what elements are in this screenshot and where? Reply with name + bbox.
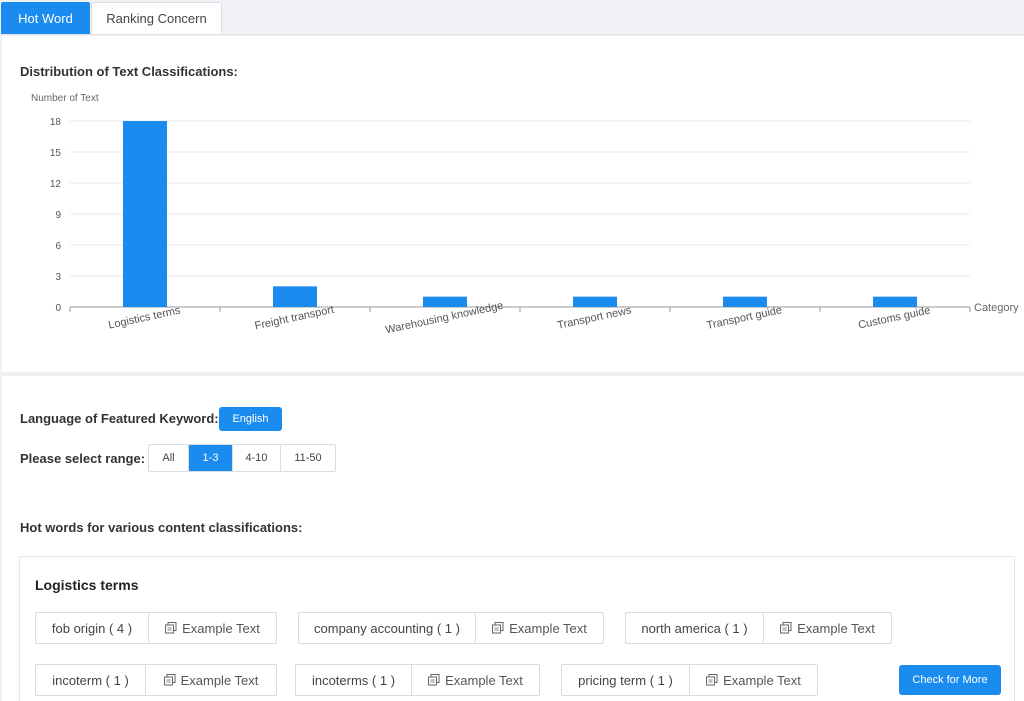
hotword-chip: company accounting ( 1 ) Example Text bbox=[298, 612, 604, 644]
x-tick-label: Transport guide bbox=[706, 304, 783, 332]
hotword-chip: incoterm ( 1 ) Example Text bbox=[35, 664, 277, 696]
example-text-label: Example Text bbox=[723, 672, 801, 688]
x-tick-label: Transport news bbox=[556, 304, 633, 332]
y-tick-label: 6 bbox=[55, 241, 61, 252]
example-text-button[interactable]: Example Text bbox=[476, 613, 603, 643]
example-text-button[interactable]: Example Text bbox=[412, 665, 539, 695]
x-tick-label: Logistics terms bbox=[107, 304, 182, 331]
tab-ranking-concern[interactable]: Ranking Concern bbox=[91, 2, 222, 34]
tab-hot-word[interactable]: Hot Word bbox=[1, 2, 90, 34]
y-axis-title: Number of Text bbox=[31, 93, 99, 104]
bar bbox=[873, 296, 917, 307]
example-text-button[interactable]: Example Text bbox=[690, 665, 817, 695]
range-4-10-button[interactable]: 4-10 bbox=[233, 445, 281, 471]
bar bbox=[723, 296, 767, 307]
example-text-button[interactable]: Example Text bbox=[146, 665, 276, 695]
hotword-term[interactable]: pricing term ( 1 ) bbox=[562, 665, 690, 695]
copy-icon bbox=[706, 674, 718, 686]
x-axis-title: Category bbox=[974, 302, 1019, 314]
tab-bar: Hot Word Ranking Concern bbox=[0, 0, 1024, 35]
hotword-chip: pricing term ( 1 ) Example Text bbox=[561, 664, 818, 696]
copy-icon bbox=[165, 622, 177, 634]
copy-icon bbox=[492, 622, 504, 634]
x-tick-label: Freight transport bbox=[254, 304, 335, 333]
example-text-button[interactable]: Example Text bbox=[149, 613, 276, 643]
category-card-logistics-terms: Logistics terms fob origin ( 4 ) Example… bbox=[19, 556, 1015, 701]
chart-panel: Distribution of Text Classifications: Nu… bbox=[2, 36, 1024, 372]
range-11-50-button[interactable]: 11-50 bbox=[294, 452, 322, 464]
language-english-button[interactable]: English bbox=[219, 407, 282, 431]
y-tick-label: 0 bbox=[55, 303, 61, 314]
y-tick-label: 12 bbox=[50, 179, 62, 190]
hotword-chip: north america ( 1 ) Example Text bbox=[625, 612, 892, 644]
bar bbox=[423, 296, 467, 307]
y-tick-label: 18 bbox=[50, 117, 62, 128]
range-selector: All 1-3 4-10 11-50 bbox=[148, 444, 336, 472]
example-text-label: Example Text bbox=[180, 672, 259, 688]
category-card-title: Logistics terms bbox=[35, 577, 139, 593]
bar bbox=[123, 121, 167, 307]
bar-chart: Number of Text 0 3 6 9 12 15 18 Logistics terms F… bbox=[31, 93, 1019, 336]
x-tick-label: Customs guide bbox=[857, 305, 931, 332]
check-for-more-button[interactable]: Check for More bbox=[899, 665, 1001, 695]
hotwords-section-title: Hot words for various content classifica… bbox=[20, 520, 303, 535]
hotword-panel: Language of Featured Keyword: English Pl… bbox=[2, 376, 1024, 701]
language-label: Language of Featured Keyword: bbox=[20, 411, 219, 426]
hotword-term[interactable]: north america ( 1 ) bbox=[626, 613, 764, 643]
range-1-3-button[interactable]: 1-3 bbox=[189, 445, 233, 471]
y-tick-label: 9 bbox=[55, 210, 61, 221]
bar bbox=[273, 286, 317, 307]
hotword-term[interactable]: incoterm ( 1 ) bbox=[36, 665, 146, 695]
hotword-chip: incoterms ( 1 ) Example Text bbox=[295, 664, 540, 696]
chart-section-title: Distribution of Text Classifications: bbox=[20, 64, 238, 79]
y-tick-label: 3 bbox=[55, 272, 61, 283]
hotword-chip: fob origin ( 4 ) Example Text bbox=[35, 612, 277, 644]
example-text-label: Example Text bbox=[182, 620, 260, 636]
hotword-term[interactable]: incoterms ( 1 ) bbox=[296, 665, 412, 695]
copy-icon bbox=[428, 674, 440, 686]
example-text-label: Example Text bbox=[509, 620, 587, 636]
copy-icon bbox=[780, 622, 792, 634]
hotword-term[interactable]: company accounting ( 1 ) bbox=[299, 613, 476, 643]
range-label: Please select range: bbox=[20, 451, 146, 466]
example-text-label: Example Text bbox=[445, 672, 523, 688]
hotword-term[interactable]: fob origin ( 4 ) bbox=[36, 613, 149, 643]
y-tick-label: 15 bbox=[50, 148, 62, 159]
range-all-button[interactable]: All bbox=[149, 445, 189, 471]
example-text-button[interactable]: Example Text bbox=[764, 613, 891, 643]
bar bbox=[573, 296, 617, 307]
example-text-label: Example Text bbox=[797, 620, 875, 636]
copy-icon bbox=[163, 674, 176, 686]
